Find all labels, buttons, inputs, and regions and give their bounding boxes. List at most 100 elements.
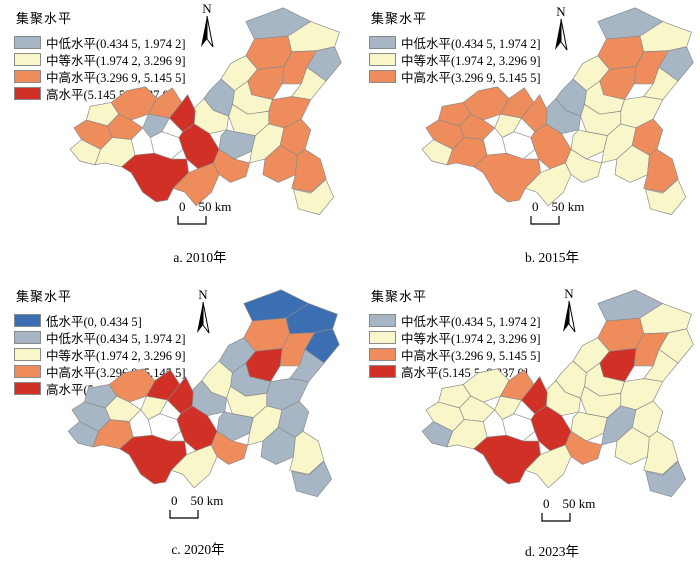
district-region (67, 421, 100, 448)
district-region (172, 162, 220, 207)
legend-item-mid: 中等水平(1.974 2, 3.296 9] (14, 51, 186, 68)
district-region (643, 148, 679, 193)
legend-item-mid_low: 中低水平(0.434 5, 1.974 2] (369, 34, 541, 51)
legend-label: 中低水平(0.434 5, 1.974 2] (46, 37, 186, 51)
legend-label: 中等水平(1.974 2, 3.296 9] (401, 332, 541, 346)
scale-distance: 50 km (562, 496, 596, 511)
panel-caption-b: b. 2015年 (525, 250, 579, 265)
district-region (565, 148, 602, 183)
district-region (216, 411, 254, 442)
district-region (570, 129, 608, 160)
panel-caption-d: d. 2023年 (525, 544, 579, 559)
district-region (291, 148, 327, 193)
legend-rows: 低水平(0, 0.434 5] 中低水平(0.434 5, 1.974 2] 中等水… (14, 312, 186, 397)
panel-caption-c: c. 2020年 (171, 542, 225, 557)
district-region (142, 113, 170, 138)
legend-swatch-mid_low (369, 36, 396, 49)
district-region (213, 148, 250, 183)
legend-swatch-mid (14, 53, 41, 66)
scale-bar: 0 50 km (176, 200, 246, 226)
district-region (69, 139, 102, 166)
legend-label: 中等水平(1.974 2, 3.296 9] (46, 54, 186, 68)
north-arrow-icon (563, 300, 576, 333)
district-region (565, 430, 602, 465)
legend-rows: 中低水平(0.434 5, 1.974 2] 中等水平(1.974 2, 3.29… (369, 34, 541, 85)
district-region (645, 179, 687, 215)
scale-distance: 50 km (551, 199, 585, 214)
scale-zero: 0 (543, 496, 550, 511)
district-region (494, 395, 522, 420)
legend-label: 中高水平(3.296 9, 5.145 5] (401, 349, 541, 363)
north-label: N (556, 4, 566, 19)
choropleth-map-2010 (69, 7, 342, 215)
legend-label: 中等水平(1.974 2, 3.296 9] (401, 54, 541, 68)
district-region (473, 152, 541, 203)
district-region (570, 411, 608, 442)
legend-swatch-mid_high (14, 70, 41, 83)
legend-swatch-mid (14, 348, 41, 361)
district-region (119, 434, 187, 485)
legend-swatch-mid (369, 331, 396, 344)
legend-item-mid: 中等水平(1.974 2, 3.296 9] (369, 329, 541, 346)
north-arrow-icon (197, 301, 210, 334)
scale-zero: 0 (171, 493, 178, 508)
legend-title: 集聚水平 (371, 289, 428, 304)
north-arrow: N (198, 2, 216, 54)
legend-swatch-high (369, 365, 396, 378)
legend-swatch-mid_high (369, 348, 396, 361)
north-label: N (564, 286, 574, 301)
north-arrow-icon (555, 18, 568, 51)
legend-item-mid_high: 中高水平(3.296 9, 5.145 5] (369, 68, 541, 85)
legend-label: 低水平(0, 0.434 5] (46, 315, 142, 329)
legend-item-mid_low: 中低水平(0.434 5, 1.974 2] (369, 312, 541, 329)
district-region (289, 430, 325, 475)
north-arrow: N (560, 287, 578, 339)
district-region (291, 461, 333, 497)
district-region (421, 139, 454, 166)
legend-label: 中高水平(3.296 9, 5.145 5] (401, 71, 541, 85)
legend-panel-b: 集聚水平 中低水平(0.434 5, 1.974 2] 中等水平(1.974 2,… (369, 8, 541, 85)
district-region (473, 434, 541, 485)
north-arrow: N (194, 288, 212, 340)
district-region (293, 179, 335, 215)
district-region (643, 430, 679, 475)
north-label: N (198, 287, 208, 302)
scale-zero: 0 (179, 199, 186, 214)
legend-swatch-mid_low (14, 331, 41, 344)
legend-swatch-high (14, 382, 41, 395)
legend-label: 中高水平(3.296 9, 5.145 5] (46, 71, 186, 85)
choropleth-map-2023 (421, 289, 694, 497)
legend-item-mid_high: 中高水平(3.296 9, 5.145 5] (14, 68, 186, 85)
scale-distance: 50 km (190, 493, 224, 508)
legend-swatch-mid_low (369, 314, 396, 327)
district-region (494, 113, 522, 138)
legend-title: 集聚水平 (16, 289, 73, 304)
scale-bar: 0 50 km (168, 494, 238, 520)
legend-rows: 中低水平(0.434 5, 1.974 2] 中等水平(1.974 2, 3.29… (369, 312, 541, 380)
district-region (140, 395, 168, 420)
scale-bar-bracket (177, 216, 207, 225)
legend-label: 中低水平(0.434 5, 1.974 2] (46, 332, 186, 346)
choropleth-map-2020 (67, 289, 340, 497)
north-arrow: N (552, 5, 570, 57)
legend-panel-c: 集聚水平 低水平(0, 0.434 5] 中低水平(0.434 5, 1.974 … (14, 286, 186, 397)
legend-title: 集聚水平 (16, 11, 73, 26)
legend-swatch-mid_low (14, 36, 41, 49)
district-region (524, 444, 572, 489)
legend-panel-d: 集聚水平 中低水平(0.434 5, 1.974 2] 中等水平(1.974 2,… (369, 286, 541, 380)
legend-item-mid_high: 中高水平(3.296 9, 5.145 5] (369, 346, 541, 363)
north-label: N (202, 1, 212, 16)
legend-swatch-mid (369, 53, 396, 66)
legend-item-mid_low: 中低水平(0.434 5, 1.974 2] (14, 34, 186, 51)
district-region (524, 162, 572, 207)
district-region (170, 444, 218, 489)
legend-label: 中低水平(0.434 5, 1.974 2] (401, 315, 541, 329)
legend-swatch-high (14, 87, 41, 100)
legend-label: 中等水平(1.974 2, 3.296 9] (46, 349, 186, 363)
district-region (645, 461, 687, 497)
legend-swatch-mid_high (14, 365, 41, 378)
legend-title: 集聚水平 (371, 11, 428, 26)
legend-swatch-mid_high (369, 70, 396, 83)
panel-caption-a: a. 2010年 (173, 250, 227, 265)
